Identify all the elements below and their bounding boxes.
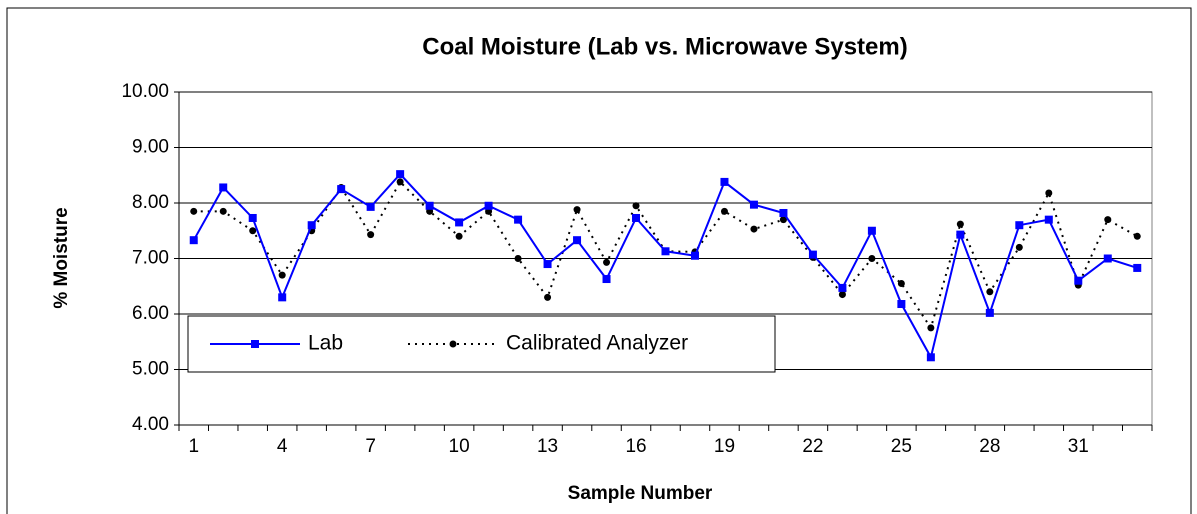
x-tick-label: 1 [188, 436, 199, 457]
data-point [632, 202, 640, 210]
data-point [514, 255, 522, 262]
y-tick-label: 7.00 [132, 248, 169, 269]
data-point [986, 288, 994, 296]
data-point [1074, 276, 1083, 285]
x-tick-label: 16 [625, 436, 646, 457]
data-point [956, 230, 965, 239]
data-point [720, 177, 729, 186]
data-point [750, 225, 758, 233]
data-point [543, 260, 552, 269]
y-tick-label: 4.00 [132, 414, 169, 435]
x-tick-label: 28 [979, 436, 1000, 457]
data-point [337, 185, 346, 194]
data-point [484, 201, 493, 210]
data-point [573, 206, 581, 214]
data-point [455, 218, 464, 227]
x-tick-label: 22 [802, 436, 823, 457]
x-tick-label: 10 [449, 436, 470, 457]
data-point [544, 293, 552, 301]
data-point [1103, 254, 1112, 263]
data-point [690, 251, 699, 260]
x-tick-label: 31 [1068, 436, 1089, 457]
data-point [190, 207, 198, 215]
legend-label: Lab [308, 332, 343, 355]
data-point [838, 283, 847, 292]
data-point [779, 216, 787, 224]
data-point [720, 207, 728, 215]
data-point [779, 208, 788, 217]
data-point [573, 236, 582, 245]
data-point [307, 221, 316, 230]
data-point [1045, 189, 1053, 197]
data-point [248, 213, 257, 222]
x-tick-label: 19 [714, 436, 735, 457]
y-tick-label: 9.00 [132, 137, 169, 158]
data-point [1015, 243, 1023, 251]
legend-box [187, 315, 776, 373]
data-point [396, 170, 405, 179]
data-point [425, 201, 434, 210]
data-point [868, 255, 876, 262]
data-point [1133, 232, 1141, 240]
data-point [603, 258, 611, 266]
data-point [956, 220, 964, 228]
data-point [455, 232, 463, 240]
data-point [189, 236, 198, 245]
y-tick-label: 5.00 [132, 359, 169, 380]
legend-marker [449, 340, 457, 348]
data-point [249, 227, 257, 235]
y-axis-label: % Moisture [51, 207, 72, 308]
data-point [1133, 263, 1142, 272]
data-point [396, 178, 404, 186]
y-tick-label: 8.00 [132, 192, 169, 213]
data-point [367, 231, 375, 239]
x-tick-label: 4 [277, 436, 288, 457]
data-point [926, 353, 935, 362]
x-axis-label: Sample Number [568, 483, 713, 504]
x-tick-label: 25 [891, 436, 912, 457]
data-point [749, 200, 758, 209]
y-tick-label: 6.00 [132, 303, 169, 324]
series [189, 170, 1142, 362]
data-point [985, 308, 994, 317]
data-point [219, 207, 227, 215]
legend-label: Calibrated Analyzer [506, 332, 688, 355]
data-point [1015, 221, 1024, 230]
x-tick-label: 13 [537, 436, 558, 457]
y-tick-label: 10.00 [121, 81, 169, 102]
data-point [808, 250, 817, 259]
data-point [927, 324, 935, 332]
chart-title: Coal Moisture (Lab vs. Microwave System) [422, 33, 907, 60]
data-point [838, 291, 846, 299]
data-point [661, 247, 670, 256]
data-point [278, 271, 286, 279]
data-point [366, 202, 375, 211]
x-tick-label: 7 [365, 436, 376, 457]
data-point [602, 275, 611, 284]
data-point [897, 279, 905, 287]
data-point [897, 300, 906, 309]
legend-marker [251, 340, 259, 348]
data-point [1044, 215, 1053, 224]
data-point [632, 213, 641, 222]
data-point [219, 183, 228, 192]
data-point [278, 293, 287, 302]
data-point [867, 226, 876, 235]
data-point [514, 215, 523, 224]
data-point [1104, 216, 1112, 224]
